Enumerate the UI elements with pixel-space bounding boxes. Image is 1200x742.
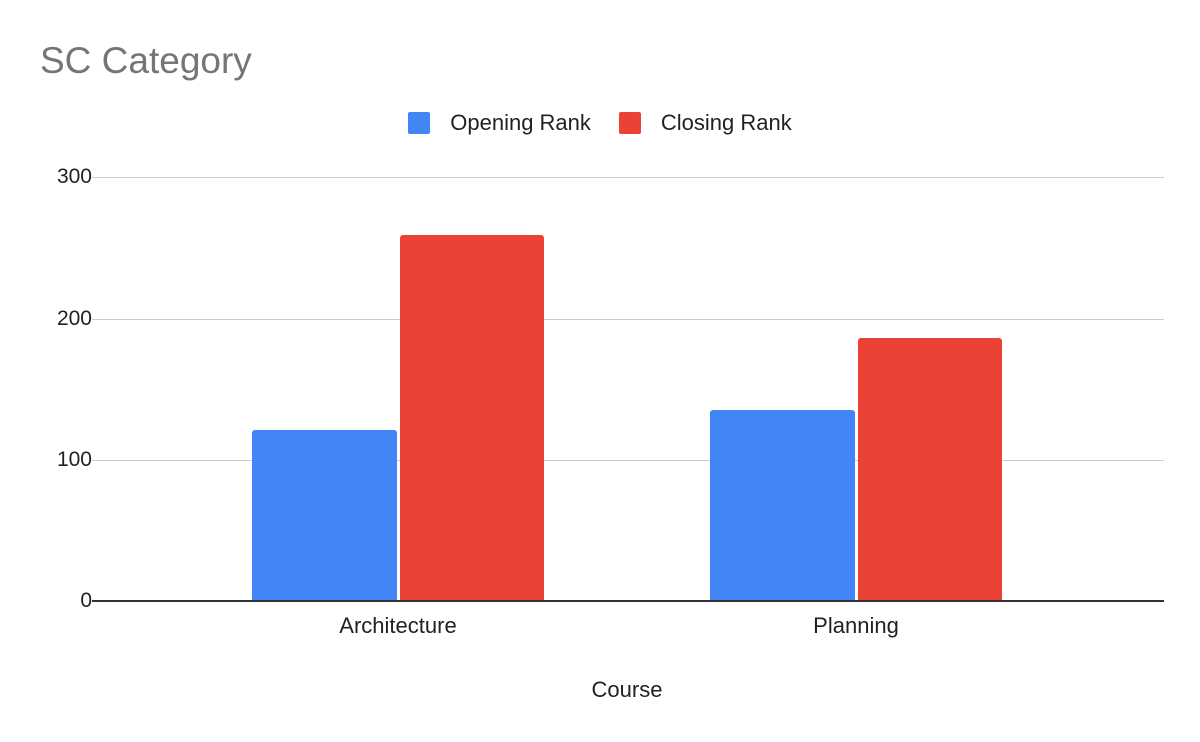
legend-label: Opening Rank bbox=[450, 110, 591, 135]
bar-planning-closing-rank[interactable] bbox=[858, 338, 1002, 601]
bar-architecture-opening-rank[interactable] bbox=[252, 430, 397, 601]
legend: Opening Rank Closing Rank bbox=[0, 110, 1200, 136]
y-tick-200: 200 bbox=[56, 307, 92, 330]
x-axis-line bbox=[92, 600, 1164, 602]
y-tick-0: 0 bbox=[80, 589, 92, 612]
plot-area bbox=[92, 177, 1164, 602]
bar-planning-opening-rank[interactable] bbox=[710, 410, 855, 601]
gridline-200 bbox=[92, 319, 1164, 320]
legend-label: Closing Rank bbox=[660, 110, 792, 135]
gridline-300 bbox=[92, 177, 1164, 178]
legend-item-closing-rank[interactable]: Closing Rank bbox=[618, 110, 792, 136]
x-tick-architecture: Architecture bbox=[339, 613, 457, 638]
legend-swatch-closing-rank bbox=[618, 112, 641, 134]
x-tick-planning: Planning bbox=[813, 613, 899, 638]
legend-swatch-opening-rank bbox=[408, 112, 431, 134]
chart-title: SC Category bbox=[40, 40, 252, 81]
legend-item-opening-rank[interactable]: Opening Rank bbox=[408, 110, 591, 136]
x-axis-title: Course bbox=[591, 677, 663, 702]
bar-architecture-closing-rank[interactable] bbox=[400, 234, 544, 601]
y-tick-100: 100 bbox=[56, 448, 92, 471]
gridline-100 bbox=[92, 460, 1164, 461]
y-tick-300: 300 bbox=[56, 165, 92, 188]
